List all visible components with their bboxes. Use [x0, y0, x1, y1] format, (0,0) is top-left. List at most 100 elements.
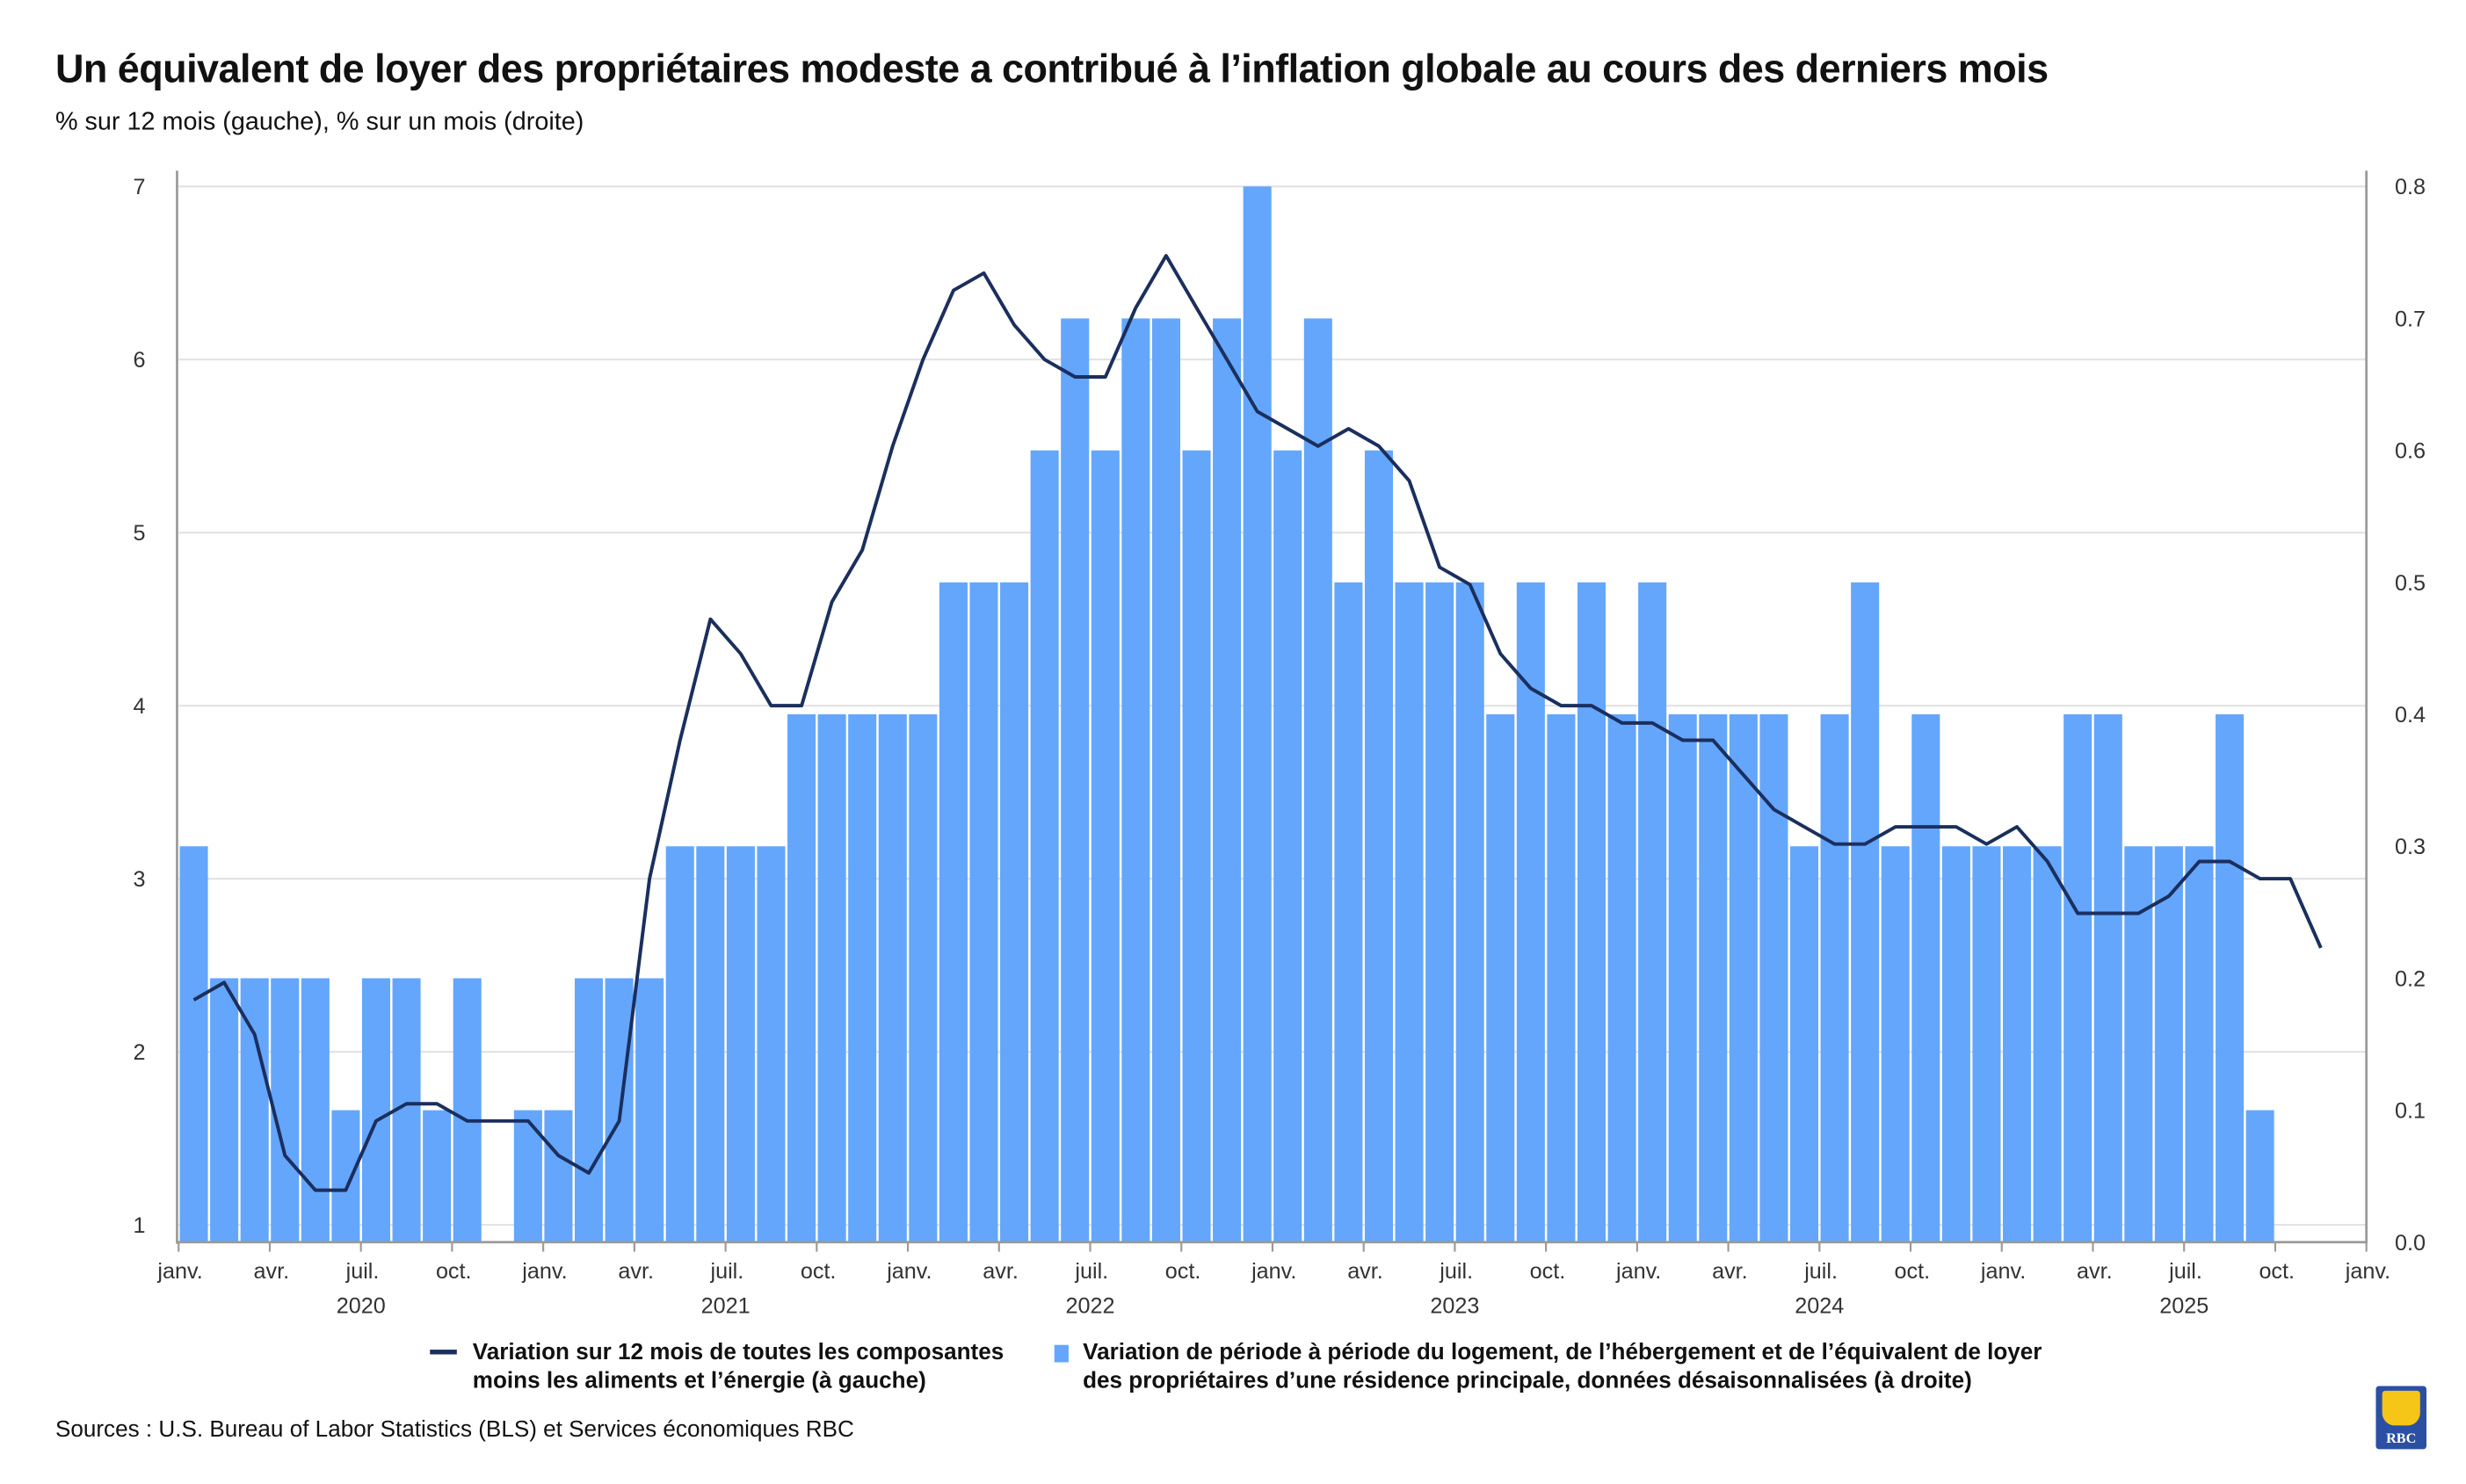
bar	[301, 978, 330, 1242]
rbc-logo-text: RBC	[2386, 1430, 2417, 1446]
right-axis-tick-label: 0.0	[2395, 1231, 2426, 1256]
bar	[1395, 582, 1424, 1242]
x-axis-tick-label: juil.	[2168, 1259, 2202, 1284]
right-axis-tick-label: 0.5	[2395, 571, 2426, 596]
bar	[939, 582, 968, 1242]
year-label: 2021	[701, 1294, 751, 1319]
gridlines	[178, 185, 2367, 1227]
bar	[817, 714, 846, 1242]
bar	[574, 978, 604, 1242]
bar	[2033, 846, 2062, 1242]
chart-subtitle: % sur 12 mois (gauche), % sur un mois (d…	[54, 109, 584, 136]
left-axis-tick-label: 3	[133, 867, 145, 892]
bar	[1091, 450, 1120, 1242]
year-label: 2020	[337, 1294, 386, 1319]
bar	[453, 978, 482, 1242]
bar	[1729, 714, 1758, 1242]
x-axis-tick-label: oct.	[1895, 1259, 1931, 1284]
left-axis-tick-label: 4	[133, 694, 145, 719]
x-axis-tick-label: janv.	[886, 1259, 932, 1284]
bar	[1364, 450, 1393, 1242]
left-axis-tick-label: 7	[133, 175, 145, 199]
x-axis-tick-label: juil.	[345, 1259, 380, 1284]
right-axis-tick-label: 0.3	[2395, 835, 2426, 859]
x-axis-tick-label: juil.	[1803, 1259, 1838, 1284]
legend-line-swatch	[430, 1350, 457, 1355]
x-axis-tick-label: juil.	[710, 1259, 744, 1284]
right-axis-tick-label: 0.4	[2395, 703, 2426, 728]
left-axis-tick-label: 2	[133, 1040, 145, 1065]
bar	[210, 978, 239, 1242]
x-axis-tick-label: janv.	[1980, 1259, 2026, 1284]
right-axis-tick-label: 0.6	[2395, 439, 2426, 464]
bar	[1121, 318, 1150, 1242]
bar	[1243, 186, 1272, 1242]
bar	[179, 846, 208, 1242]
bar	[1182, 450, 1211, 1242]
right-axis-tick-label: 0.8	[2395, 175, 2426, 199]
bar	[2245, 1110, 2274, 1242]
bar	[2063, 714, 2092, 1242]
bar	[1577, 582, 1607, 1242]
bar	[1151, 318, 1180, 1242]
bar-series	[179, 186, 2274, 1242]
bar	[969, 582, 998, 1242]
bar	[848, 714, 877, 1242]
bar	[1699, 714, 1728, 1242]
bar	[2154, 846, 2183, 1242]
bar	[1668, 714, 1697, 1242]
x-axis-tick-label: oct.	[2259, 1259, 2295, 1284]
bar	[240, 978, 269, 1242]
lion-shield-icon	[2382, 1390, 2420, 1426]
bar	[757, 846, 786, 1242]
left-axis-tick-label: 5	[133, 521, 145, 546]
x-axis-tick-label: oct.	[1530, 1259, 1566, 1284]
legend-item-bars: Variation de période à période du logeme…	[1054, 1338, 2042, 1395]
bar	[726, 846, 755, 1242]
x-axis-tick-label: avr.	[983, 1259, 1019, 1284]
x-axis-tick-label: janv.	[1615, 1259, 1661, 1284]
bar	[2216, 714, 2245, 1242]
bar	[1030, 450, 1059, 1242]
right-axis-tick-label: 0.7	[2395, 307, 2426, 331]
source-note: Sources : U.S. Bureau of Labor Statistic…	[54, 1417, 854, 1444]
bar	[1820, 714, 1849, 1242]
bar	[1273, 450, 1302, 1242]
chart-title: Un équivalent de loyer des propriétaires…	[54, 47, 2049, 92]
bar	[2185, 846, 2214, 1242]
bar	[1455, 582, 1484, 1242]
bar	[878, 714, 907, 1242]
bar	[1213, 318, 1242, 1242]
bar	[1607, 714, 1636, 1242]
legend-bar-label-2: des propriétaires d’une résidence princi…	[1083, 1368, 1972, 1394]
x-axis-tick-label: oct.	[436, 1259, 472, 1284]
year-label: 2023	[1430, 1294, 1479, 1319]
x-axis-tick-label: juil.	[1074, 1259, 1108, 1284]
legend-bar-label-1: Variation de période à période du logeme…	[1083, 1340, 2042, 1366]
bar	[1547, 714, 1576, 1242]
bar	[1425, 582, 1454, 1242]
bar	[1759, 714, 1788, 1242]
bar	[1061, 318, 1090, 1242]
x-axis-tick-label: oct.	[1165, 1259, 1201, 1284]
bar	[2003, 846, 2032, 1242]
bar	[1972, 846, 2001, 1242]
x-axis-tick-label: janv.	[2345, 1259, 2390, 1284]
bar	[1941, 846, 1970, 1242]
x-axis-tick-label: avr.	[253, 1259, 289, 1284]
bar	[361, 978, 391, 1242]
bar	[544, 1110, 573, 1242]
year-label: 2025	[2159, 1294, 2209, 1319]
bar	[1851, 582, 1880, 1242]
x-axis-tick-label: janv.	[156, 1259, 202, 1284]
x-axis-tick-label: janv.	[521, 1259, 567, 1284]
year-label: 2024	[1795, 1294, 1844, 1319]
x-axis-tick-label: avr.	[618, 1259, 654, 1284]
bar	[909, 714, 938, 1242]
right-axis-tick-label: 0.1	[2395, 1099, 2426, 1124]
bar	[1638, 582, 1667, 1242]
x-axis-tick-label: avr.	[2077, 1259, 2113, 1284]
bar	[1881, 846, 1910, 1242]
bar	[665, 846, 694, 1242]
